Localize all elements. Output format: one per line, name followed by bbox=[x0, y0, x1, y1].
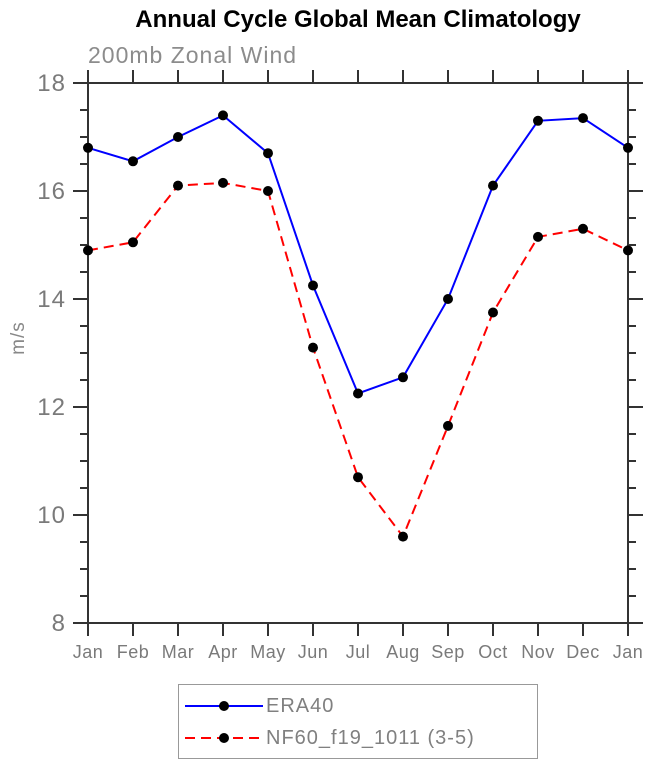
legend-item-era40: ERA40 bbox=[179, 690, 537, 722]
x-tick-label: May bbox=[250, 642, 286, 662]
chart-subtitle: 200mb Zonal Wind bbox=[88, 42, 298, 68]
x-tick-label: Jan bbox=[73, 642, 104, 662]
x-tick-label: Jul bbox=[346, 642, 371, 662]
x-tick-label: Dec bbox=[566, 642, 600, 662]
legend-marker-nf60 bbox=[219, 733, 229, 743]
data-point-nf60-f19-1011-3-5 bbox=[308, 342, 318, 353]
legend-line-sample-dashed bbox=[185, 733, 263, 743]
legend-marker-era40 bbox=[219, 701, 229, 711]
legend-label-nf60: NF60_f19_1011 (3-5) bbox=[266, 726, 475, 749]
x-tick-label: Jun bbox=[298, 642, 329, 662]
x-tick-label: Mar bbox=[162, 642, 195, 662]
data-point-nf60-f19-1011-3-5 bbox=[443, 420, 453, 431]
legend: ERA40 NF60_f19_1011 (3-5) bbox=[178, 684, 538, 759]
y-tick-label: 14 bbox=[37, 286, 66, 313]
data-point-era40 bbox=[488, 180, 498, 191]
data-point-era40 bbox=[578, 113, 588, 124]
data-point-era40 bbox=[263, 148, 273, 159]
series-line-era40 bbox=[87, 114, 629, 395]
data-point-nf60-f19-1011-3-5 bbox=[488, 307, 498, 318]
data-point-nf60-f19-1011-3-5 bbox=[398, 531, 408, 542]
data-point-era40 bbox=[533, 115, 543, 126]
data-point-nf60-f19-1011-3-5 bbox=[533, 231, 543, 242]
data-point-era40 bbox=[443, 294, 453, 304]
x-tick-label: Oct bbox=[478, 642, 508, 662]
data-point-era40 bbox=[218, 110, 228, 121]
series-line-nf60-f19-1011-3-5 bbox=[87, 181, 629, 539]
data-point-era40 bbox=[353, 388, 363, 399]
data-point-era40 bbox=[398, 372, 408, 383]
data-point-nf60-f19-1011-3-5 bbox=[623, 245, 633, 256]
x-tick-label: Feb bbox=[117, 642, 150, 662]
y-tick-label: 8 bbox=[52, 610, 66, 637]
y-tick-label: 12 bbox=[37, 394, 66, 421]
x-tick-label: Apr bbox=[208, 642, 238, 662]
data-point-nf60-f19-1011-3-5 bbox=[128, 237, 138, 248]
data-point-nf60-f19-1011-3-5 bbox=[173, 180, 183, 191]
data-point-era40 bbox=[308, 280, 318, 291]
y-tick-label: 16 bbox=[37, 178, 66, 205]
y-tick-label: 18 bbox=[37, 70, 66, 97]
plot-border bbox=[87, 82, 629, 624]
legend-item-nf60: NF60_f19_1011 (3-5) bbox=[179, 722, 537, 754]
data-point-era40 bbox=[623, 142, 633, 153]
data-point-era40 bbox=[83, 142, 93, 153]
data-point-nf60-f19-1011-3-5 bbox=[353, 472, 363, 483]
data-point-nf60-f19-1011-3-5 bbox=[83, 245, 93, 256]
data-point-era40 bbox=[173, 132, 183, 142]
data-point-nf60-f19-1011-3-5 bbox=[263, 186, 273, 196]
x-tick-label: Aug bbox=[386, 642, 420, 662]
chart-title: Annual Cycle Global Mean Climatology bbox=[135, 6, 581, 33]
data-point-nf60-f19-1011-3-5 bbox=[578, 223, 588, 234]
data-point-nf60-f19-1011-3-5 bbox=[218, 177, 228, 188]
data-point-era40 bbox=[128, 156, 138, 167]
x-tick-label: Jan bbox=[613, 642, 644, 662]
x-tick-label: Nov bbox=[521, 642, 555, 662]
y-tick-label: 10 bbox=[37, 502, 66, 529]
x-tick-label: Sep bbox=[431, 642, 465, 662]
legend-label-era40: ERA40 bbox=[266, 694, 335, 717]
plot-area: Jan Feb Mar Apr May Jun Jul Aug Sep Oct Nov Dec Jan 8… bbox=[37, 70, 644, 662]
legend-line-sample-solid bbox=[185, 701, 263, 711]
